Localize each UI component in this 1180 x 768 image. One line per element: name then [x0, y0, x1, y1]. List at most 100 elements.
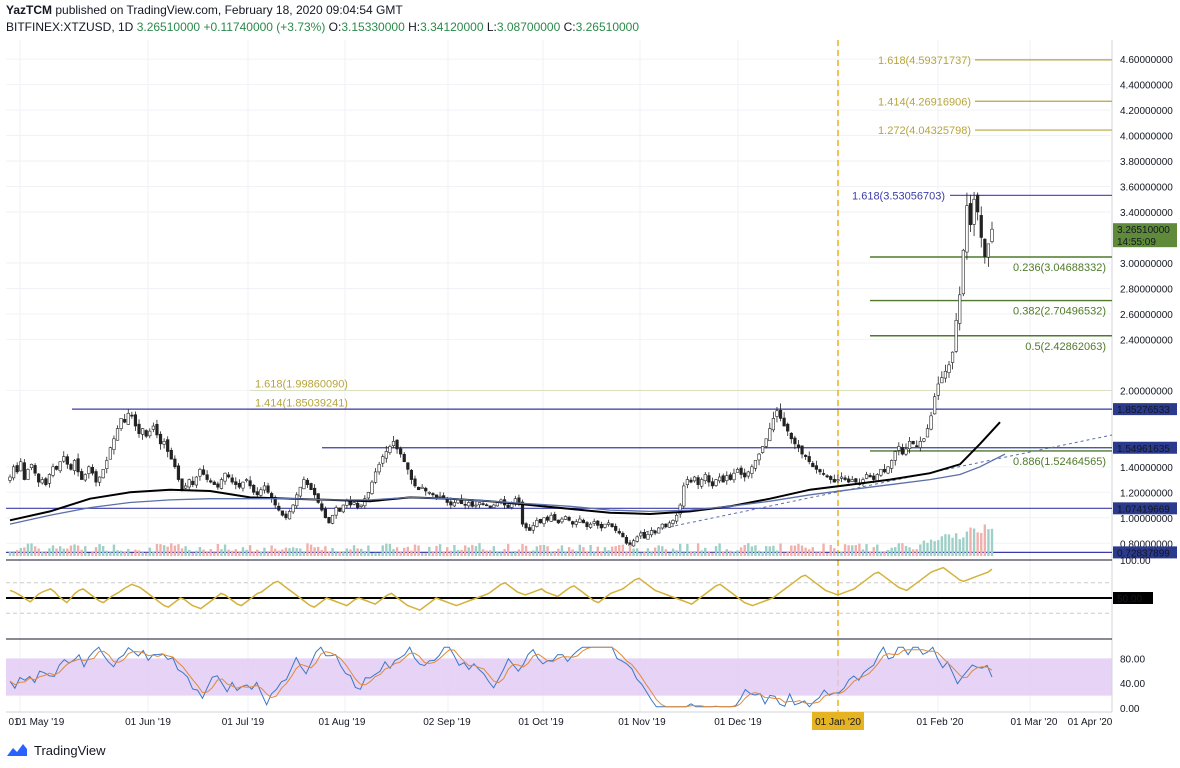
volume-bar: [241, 547, 245, 556]
candle-body: [950, 351, 955, 363]
volume-bar: [639, 552, 642, 556]
volume-bar: [55, 548, 58, 556]
candle-body: [201, 469, 206, 475]
volume-bar: [442, 551, 445, 556]
candle-body: [839, 476, 844, 479]
candle-body: [875, 474, 879, 482]
volume-bar: [338, 551, 341, 556]
y-tick-label: 3.60000000: [1120, 183, 1173, 194]
volume-bar: [48, 548, 51, 556]
volume-bar: [331, 548, 334, 556]
volume-bar: [750, 546, 754, 556]
candle-body: [388, 446, 392, 453]
volume-bar: [987, 529, 990, 556]
candle-body: [718, 476, 722, 482]
candle-body: [610, 523, 614, 527]
volume-bar: [829, 544, 832, 556]
candle-body: [305, 479, 310, 485]
volume-bar: [270, 545, 273, 556]
candle-body: [872, 475, 876, 480]
volume-bar: [245, 549, 248, 556]
candle-body: [431, 493, 435, 496]
volume-bar: [496, 552, 499, 556]
candle-body: [961, 249, 965, 295]
candle-body: [62, 456, 66, 462]
candle-body: [424, 487, 428, 492]
candle-body: [338, 507, 342, 512]
candle-body: [868, 475, 872, 478]
candle-body: [538, 518, 543, 524]
volume-bar: [302, 552, 306, 556]
candle-body: [481, 503, 485, 505]
volume-bar: [216, 543, 220, 556]
candle-body: [685, 479, 689, 486]
open-label: O:: [328, 20, 342, 34]
candle-body: [832, 479, 836, 483]
y-tick-label: 2.60000000: [1120, 310, 1173, 321]
candle-body: [284, 513, 288, 519]
volume-bar: [392, 549, 395, 556]
candle-body: [506, 504, 510, 508]
candle-body: [330, 514, 335, 524]
candle-body: [488, 505, 492, 508]
candle-body: [574, 521, 578, 525]
volume-bar: [446, 547, 449, 556]
price-tag-label: 0.72837899: [1117, 548, 1170, 559]
candle-body: [743, 472, 747, 478]
candle-body: [356, 502, 360, 508]
volume-bar: [825, 552, 829, 556]
candle-body: [943, 370, 948, 379]
x-tick-label: 01: [8, 717, 20, 728]
volume-bar: [886, 549, 890, 556]
candle-body: [22, 462, 26, 480]
volume-bar: [671, 548, 675, 556]
candle-body: [678, 504, 682, 515]
candle-body: [818, 469, 822, 473]
close-label: C:: [563, 20, 576, 34]
candle-body: [69, 464, 73, 470]
candle-body: [542, 517, 546, 525]
volume-bar: [281, 549, 284, 556]
candle-body: [334, 507, 338, 516]
y-tick-label: 1.20000000: [1120, 488, 1173, 499]
volume-bar: [793, 545, 797, 556]
volume-bar: [356, 548, 359, 556]
volume-bar: [596, 546, 599, 556]
candle-body: [495, 502, 500, 507]
candle-body: [395, 439, 399, 450]
volume-bar: [524, 545, 528, 556]
volume-bar: [682, 552, 685, 556]
y-tick-label: 2.80000000: [1120, 284, 1173, 295]
candle-body: [689, 479, 693, 483]
volume-bar: [718, 543, 721, 556]
candle-body: [44, 478, 48, 485]
volume-bar: [757, 550, 761, 556]
volume-bar: [202, 549, 205, 556]
volume-bar: [345, 548, 349, 556]
volume-bar: [678, 543, 682, 556]
candle-body: [653, 530, 657, 534]
volume-bar: [532, 550, 535, 556]
volume-bar: [872, 547, 875, 556]
candle-body: [11, 466, 16, 479]
volume-bar: [238, 552, 241, 556]
volume-bar: [481, 549, 485, 556]
x-tick-label: 01 Apr '20: [1068, 717, 1113, 728]
candle-body: [151, 425, 155, 430]
volume-bar: [80, 549, 83, 556]
high-label: H:: [408, 20, 421, 34]
volume-bar: [600, 551, 603, 556]
candle-body: [571, 521, 575, 525]
candle-body: [323, 508, 327, 519]
last-price: 3.26510000: [136, 20, 201, 34]
volume-bar: [582, 547, 585, 556]
candle-body: [230, 477, 234, 483]
volume-bar: [388, 543, 392, 556]
volume-bar: [299, 548, 302, 556]
candle-body: [782, 417, 786, 427]
price-tag-label: 1.07419669: [1117, 504, 1170, 515]
candle-body: [796, 444, 801, 449]
candle-body: [370, 481, 374, 494]
volume-bar: [775, 550, 779, 556]
